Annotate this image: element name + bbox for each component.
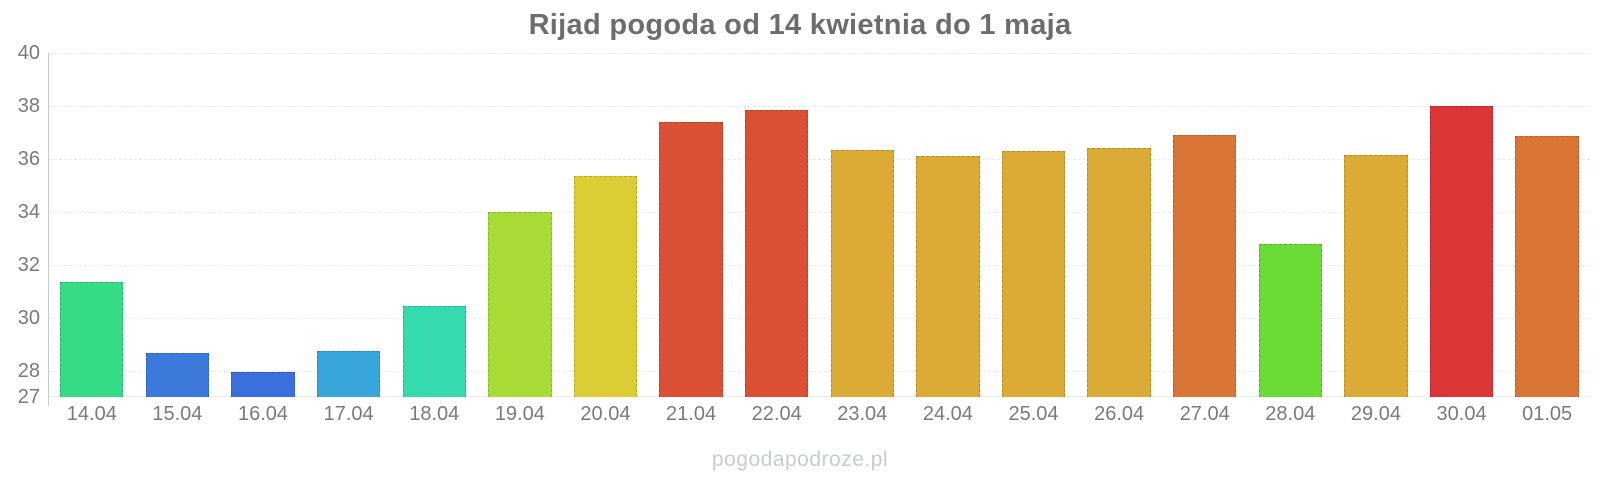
bar-slot	[1248, 53, 1334, 397]
x-axis-baseline	[49, 396, 1590, 397]
gridline	[49, 317, 1590, 319]
bar-01-05[interactable]	[1515, 136, 1579, 397]
y-axis-line	[48, 53, 49, 406]
y-tick-label: 28	[17, 359, 40, 382]
gridline	[49, 105, 1590, 107]
bar-20-04[interactable]	[573, 176, 638, 397]
bar-14-04[interactable]	[60, 281, 124, 397]
x-tick-label: 18.04	[409, 403, 460, 425]
x-tick-label: 24.04	[922, 403, 973, 425]
bar-28-04[interactable]	[1258, 243, 1322, 397]
plot-area	[49, 53, 1590, 397]
gridline	[49, 158, 1590, 160]
bar-25-04[interactable]	[1001, 150, 1066, 397]
bar-30-04[interactable]	[1429, 105, 1494, 397]
y-tick-label: 27	[17, 386, 40, 408]
bar-26-04[interactable]	[1087, 148, 1151, 397]
bar-23-04[interactable]	[830, 149, 894, 397]
bar-slot	[1419, 53, 1505, 397]
bar-slot	[306, 53, 392, 397]
bar-slot	[734, 53, 820, 397]
bar-slot	[1333, 53, 1419, 397]
x-tick-label: 01.05	[1522, 403, 1573, 425]
x-tick-label: 26.04	[1094, 403, 1145, 425]
y-tick-label: 40	[17, 42, 40, 64]
bar-slot	[220, 53, 306, 397]
x-tick-label: 14.04	[66, 403, 117, 425]
bar-29-04[interactable]	[1344, 154, 1408, 397]
bar-22-04[interactable]	[745, 109, 809, 397]
gridline	[49, 211, 1590, 213]
y-tick-label: 38	[17, 94, 40, 117]
x-tick-label: 17.04	[323, 403, 374, 425]
bar-16-04[interactable]	[231, 371, 295, 397]
bar-slot	[905, 53, 991, 397]
bar-19-04[interactable]	[488, 211, 552, 397]
bar-slot	[819, 53, 905, 397]
x-tick-label: 22.04	[751, 403, 802, 425]
bar-slot	[1504, 53, 1590, 397]
bar-slot	[1162, 53, 1248, 397]
x-tick-label: 20.04	[580, 403, 631, 425]
bar-slot	[991, 53, 1077, 397]
y-tick-label: 30	[17, 306, 40, 329]
bars-container	[49, 53, 1590, 397]
bar-slot	[477, 53, 563, 397]
bar-slot	[135, 53, 221, 397]
bar-27-04[interactable]	[1173, 135, 1237, 397]
x-tick-label: 29.04	[1350, 403, 1401, 425]
bar-slot	[648, 53, 734, 397]
y-tick-label: 32	[17, 253, 40, 276]
watermark: pogodapodroze.pl	[711, 448, 889, 471]
bar-17-04[interactable]	[316, 350, 381, 397]
y-tick-label: 34	[17, 200, 40, 223]
bar-slot	[1076, 53, 1162, 397]
x-axis-labels: 14.04 15.04 16.04 17.04 18.04 19.04 20.04 21.04…	[49, 403, 1590, 426]
x-tick-label: 19.04	[494, 403, 545, 425]
chart-title: Rijad pogoda od 14 kwietnia do 1 maja	[528, 9, 1072, 41]
gridline	[49, 370, 1590, 372]
gridline	[49, 53, 1590, 54]
x-tick-label: 27.04	[1179, 403, 1230, 425]
bar-21-04[interactable]	[659, 121, 723, 397]
gridline	[49, 264, 1590, 266]
x-tick-label: 15.04	[152, 403, 203, 425]
bar-15-04[interactable]	[145, 353, 210, 397]
x-tick-label: 23.04	[837, 403, 888, 425]
bar-slot	[563, 53, 649, 397]
y-tick-label: 36	[17, 147, 40, 170]
x-tick-label: 30.04	[1436, 403, 1487, 425]
x-tick-label: 25.04	[1008, 403, 1059, 425]
x-tick-label: 16.04	[237, 403, 289, 425]
bar-18-04[interactable]	[402, 305, 466, 397]
bar-slot	[391, 53, 477, 397]
x-tick-label: 28.04	[1265, 403, 1316, 425]
bar-24-04[interactable]	[916, 156, 980, 397]
x-tick-label: 21.04	[666, 403, 717, 425]
bar-slot	[49, 53, 135, 397]
y-axis-labels: 40 38 36 34 32 30 28 27	[0, 43, 40, 407]
